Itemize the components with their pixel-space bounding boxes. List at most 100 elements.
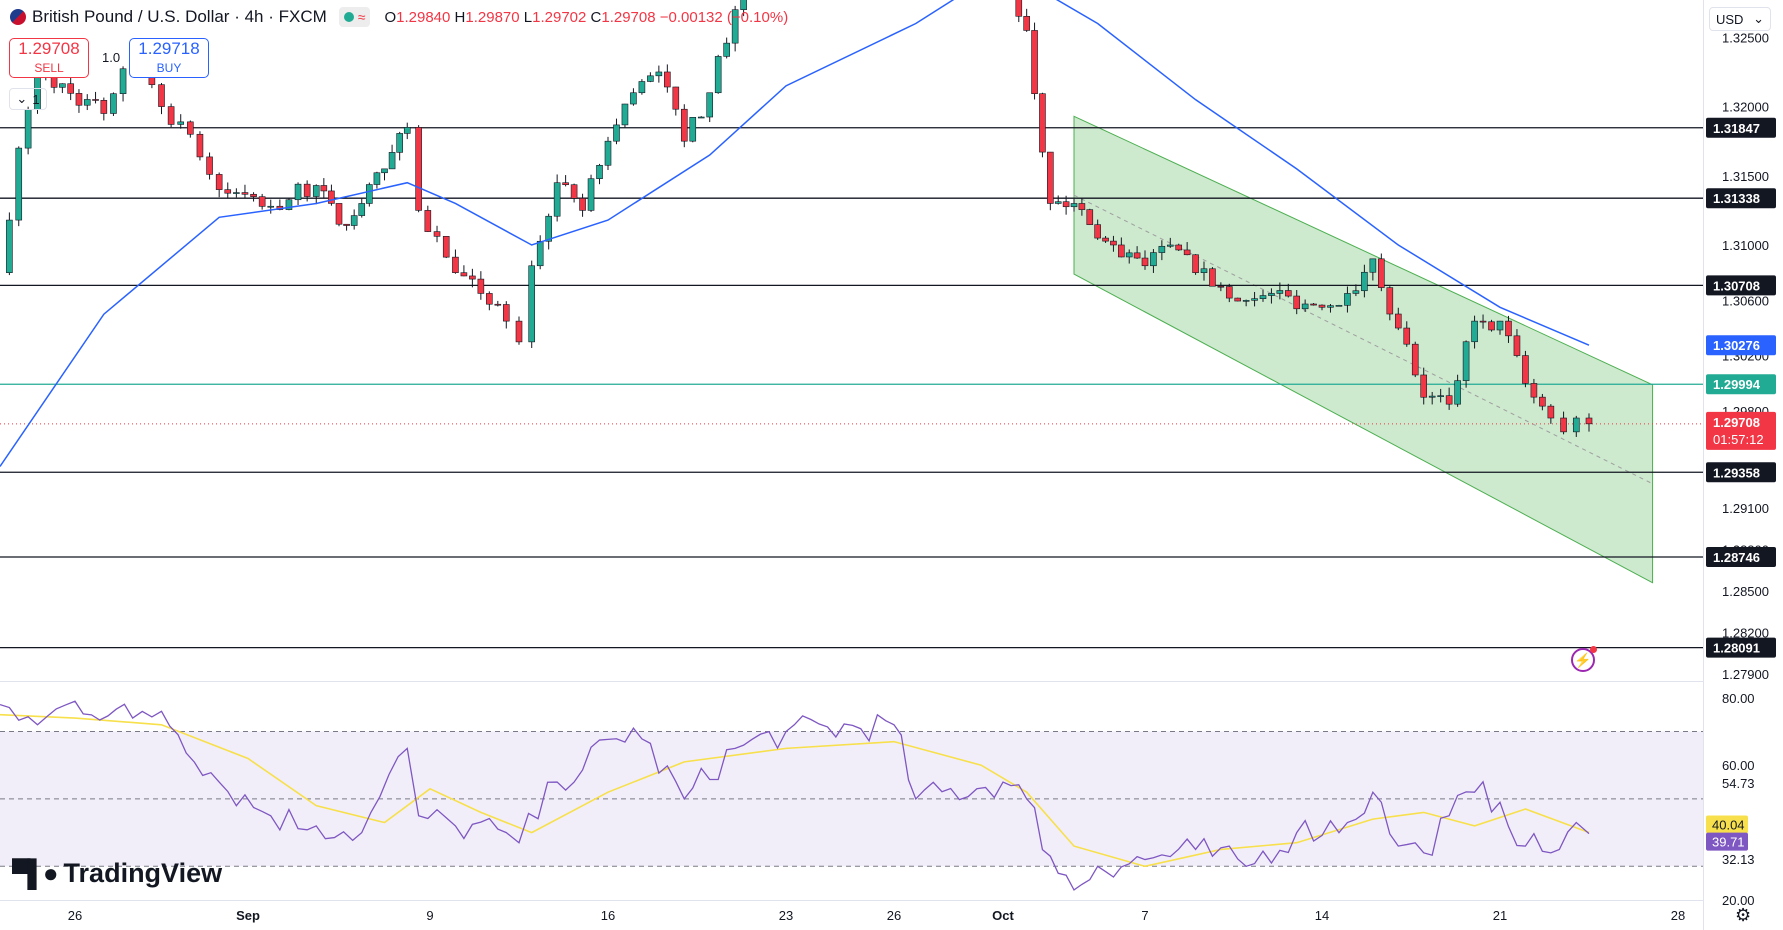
ohlc-change-pct: (−0.10%): [726, 8, 789, 26]
candle: [167, 103, 175, 128]
candle: [258, 193, 266, 210]
candle: [1479, 314, 1487, 329]
settings-gear-icon[interactable]: ⚙: [1735, 905, 1752, 925]
market-status[interactable]: ≈: [338, 7, 371, 27]
candle: [680, 104, 688, 148]
ma-value-label: 1.30276: [1706, 335, 1776, 356]
time-tick-10: 28: [1671, 908, 1685, 923]
tradingview-logo[interactable]: ▀▌● TradingView: [12, 858, 222, 889]
candle: [233, 188, 240, 198]
reference-label-text: 1.29994: [1713, 377, 1761, 392]
candle: [1301, 299, 1309, 312]
candle: [24, 106, 32, 155]
time-tick-4: 23: [779, 908, 793, 923]
candle: [1054, 195, 1062, 205]
candle: [1437, 388, 1444, 403]
candle: [1293, 290, 1301, 315]
currency-selector[interactable]: USD ⌄: [1709, 7, 1771, 31]
candle: [1086, 208, 1094, 226]
rsi-value-label: 39.71: [1706, 832, 1748, 851]
candle: [1209, 267, 1216, 287]
candle: [358, 197, 366, 218]
level-label-3: 1.29358: [1706, 462, 1776, 483]
candle: [1047, 151, 1054, 211]
moving-average-line[interactable]: [0, 0, 1590, 467]
interval[interactable]: 4h: [244, 7, 264, 26]
candle: [621, 103, 629, 128]
candle: [415, 125, 422, 213]
last-price-label: 1.29708 01:57:12: [1706, 411, 1776, 450]
price-tick-9: 1.28500: [1722, 584, 1769, 599]
candle: [433, 225, 441, 243]
time-tick-5: 26: [887, 908, 901, 923]
lightning-icon[interactable]: ⚡: [1571, 646, 1597, 672]
candle: [545, 213, 552, 250]
price-tick-11: 1.27900: [1722, 667, 1769, 682]
candle: [1420, 367, 1428, 405]
sell-button[interactable]: 1.29708 SELL: [9, 38, 89, 78]
ma-value-label-text: 1.30276: [1713, 338, 1760, 353]
candle: [1318, 304, 1326, 311]
candle: [1023, 8, 1030, 32]
candle: [1386, 286, 1394, 321]
candle: [706, 92, 714, 123]
candle: [381, 168, 388, 181]
candle: [206, 152, 213, 180]
candle: [1183, 242, 1191, 256]
candle: [1454, 374, 1461, 407]
candle: [1118, 237, 1125, 258]
candle: [579, 193, 586, 217]
candle: [1259, 289, 1267, 302]
rsi-ma-line[interactable]: [0, 713, 1590, 868]
price-tick-10: 1.28200: [1722, 626, 1769, 641]
candle: [442, 236, 450, 259]
candle: [1403, 321, 1411, 347]
candle: [477, 271, 485, 300]
candle: [1394, 307, 1402, 331]
candle: [1471, 315, 1478, 349]
candle: [1530, 378, 1538, 404]
candle: [1039, 92, 1046, 158]
candle: [187, 120, 194, 138]
time-axis-border: [0, 900, 1703, 901]
price-tick-7: 1.29100: [1722, 501, 1769, 516]
level-label-3-text: 1.29358: [1713, 465, 1760, 480]
time-tick-7: 7: [1141, 908, 1148, 923]
time-tick-6: Oct: [992, 908, 1014, 923]
candle: [312, 184, 320, 205]
price-tick-0: 1.32500: [1722, 30, 1769, 45]
quantity-selector[interactable]: ⌄ 1: [9, 88, 47, 110]
ohlc-change: −0.00132: [659, 8, 723, 26]
level-label-5-text: 1.28091: [1713, 641, 1760, 656]
candle: [403, 122, 411, 140]
rsi-line[interactable]: [0, 700, 1590, 891]
candle: [536, 235, 544, 270]
level-label-1: 1.31338: [1706, 188, 1776, 209]
candle: [570, 183, 578, 203]
reference-label: 1.29994: [1706, 374, 1776, 395]
candle: [1062, 195, 1070, 215]
candle: [267, 199, 275, 214]
candle: [196, 131, 204, 161]
level-label-4: 1.28746: [1706, 546, 1776, 567]
rsi-tick-4: 20.00: [1722, 893, 1755, 908]
price-tick-1: 1.32000: [1722, 100, 1769, 115]
rsi-value-label-text: 39.71: [1712, 835, 1745, 850]
candle: [1335, 304, 1343, 307]
candle: [1251, 291, 1258, 307]
time-tick-0: 26: [68, 908, 82, 923]
buy-button[interactable]: 1.29718 BUY: [129, 38, 209, 78]
regression-channel[interactable]: [1073, 115, 1654, 584]
symbol-name[interactable]: British Pound / U.S. Dollar: [32, 7, 230, 26]
candle: [373, 171, 381, 189]
candle: [328, 184, 335, 206]
candle: [1352, 284, 1360, 297]
sell-label: SELL: [34, 61, 64, 75]
candle: [664, 64, 671, 93]
candle: [502, 301, 510, 329]
candle: [596, 163, 603, 185]
candle: [177, 114, 185, 129]
price-tick-4: 1.30600: [1722, 293, 1769, 308]
level-label-2-text: 1.30708: [1713, 278, 1760, 293]
